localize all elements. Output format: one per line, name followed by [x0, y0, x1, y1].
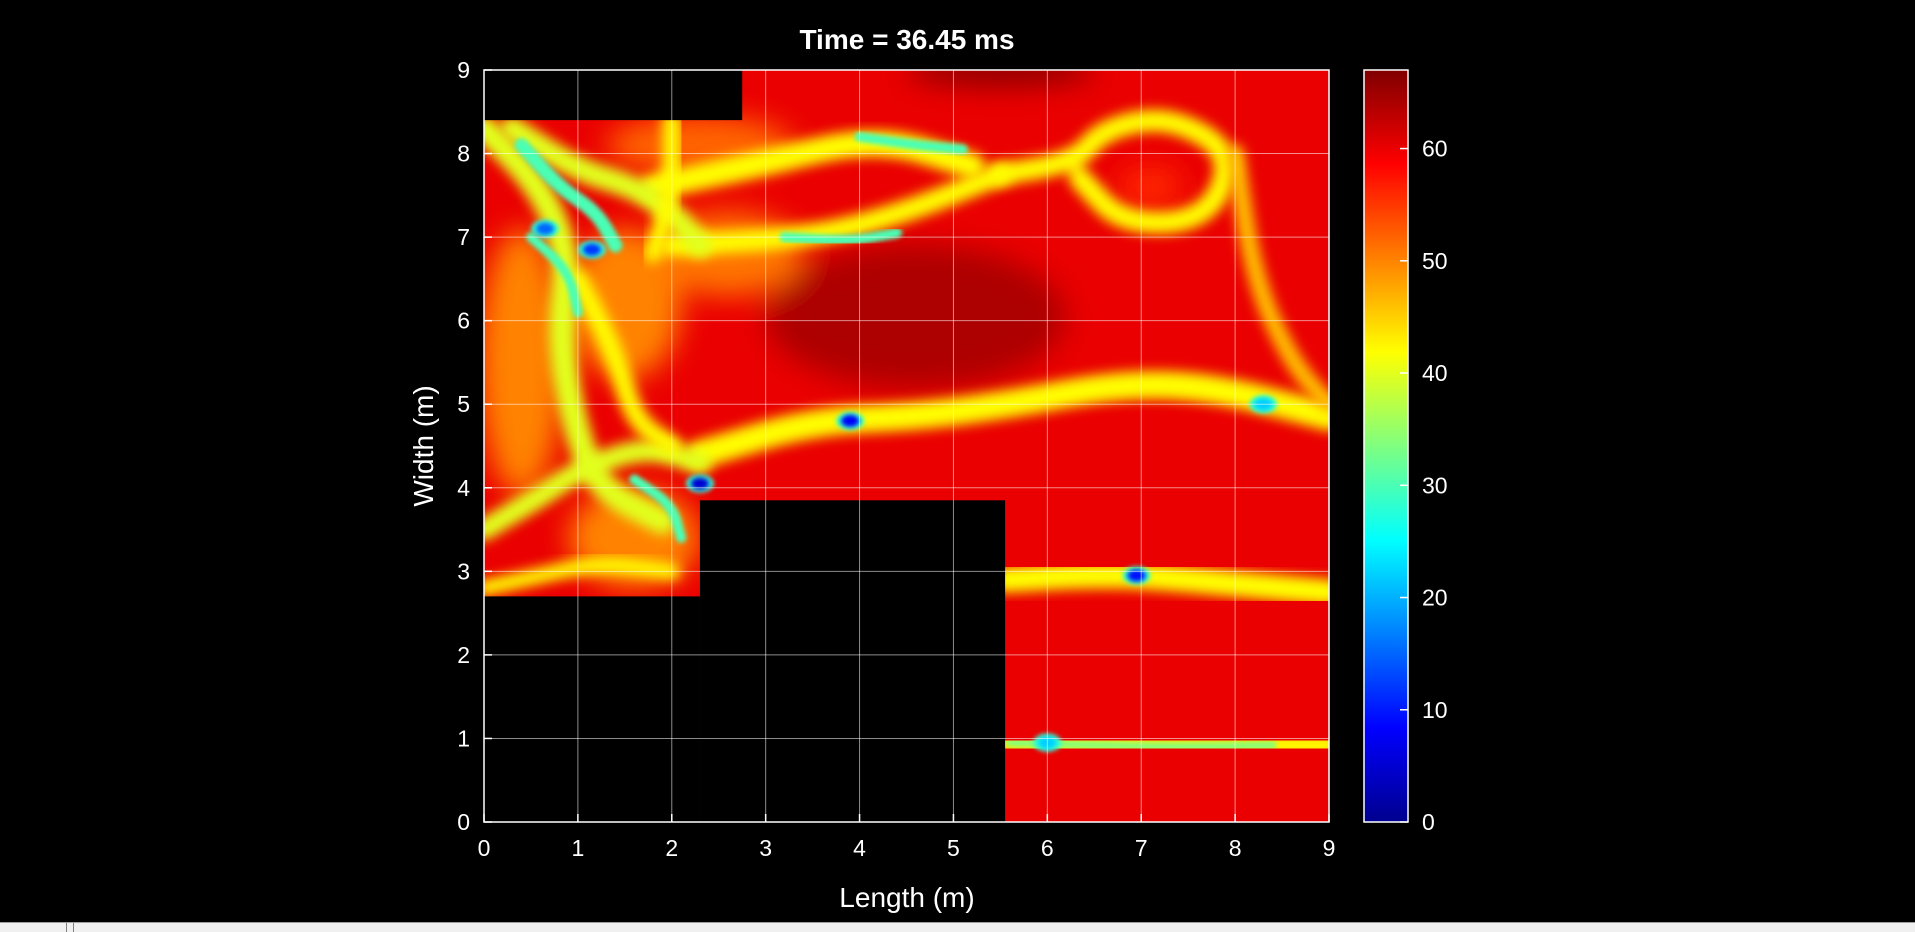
colorbar-tick-label-3: 30 [1422, 472, 1448, 498]
x-axis-label: Length (m) [839, 882, 974, 913]
band-lower-right [992, 562, 1329, 606]
heatmap-region-high-0 [765, 245, 1067, 388]
heatmap-region-high-1 [1117, 166, 1184, 208]
x-tick-label-2: 2 [665, 835, 678, 861]
band-cyan-top-2 [854, 131, 968, 155]
masked-region-0 [484, 70, 743, 121]
y-axis-ticks: 0 1 2 3 4 5 6 7 8 9 [457, 57, 492, 835]
band-ring [989, 109, 1237, 234]
y-tick-label-0: 0 [457, 809, 470, 835]
band-right-edge [1226, 144, 1329, 414]
status-strip [0, 922, 1915, 932]
heatmap-low-spot-3 [690, 477, 709, 490]
x-tick-label-7: 7 [1135, 835, 1148, 861]
chart-title: Time = 36.45 ms [799, 24, 1014, 55]
strip-handle [66, 923, 74, 932]
colorbar-tick-label-5: 50 [1422, 248, 1448, 274]
y-tick-label-1: 1 [457, 725, 470, 751]
masked-region-2 [699, 500, 1006, 822]
colorbar-tick-label-6: 60 [1422, 136, 1448, 162]
y-tick-label-3: 3 [457, 558, 470, 584]
x-tick-label-0: 0 [478, 835, 491, 861]
grid-lines [483, 69, 1330, 823]
band-left-lower [484, 440, 711, 541]
y-tick-label-6: 6 [457, 308, 470, 334]
band-middle [685, 371, 1329, 469]
x-tick-label-1: 1 [571, 835, 584, 861]
band-cyan-bottom [1005, 738, 1277, 751]
x-tick-label-6: 6 [1041, 835, 1054, 861]
masked-region-1 [484, 596, 700, 822]
band-left-inner [567, 268, 682, 456]
x-tick-label-8: 8 [1229, 835, 1242, 861]
colorbar [1363, 69, 1409, 823]
y-tick-label-7: 7 [457, 224, 470, 250]
heatmap-region-mid-3 [484, 228, 564, 497]
colorbar-ticks: 0 10 20 30 40 50 60 [1400, 136, 1448, 835]
colorbar-tick-label-4: 40 [1422, 360, 1448, 386]
y-tick-label-9: 9 [457, 57, 470, 83]
y-tick-label-8: 8 [457, 141, 470, 167]
band-cyan-left-2 [525, 232, 583, 318]
plot-frame [483, 69, 1330, 823]
heatmap-low-spot-4 [841, 414, 860, 427]
y-axis-label: Width (m) [408, 385, 439, 506]
band-cyan-left-1 [514, 138, 623, 253]
heatmap-low-spot-0 [536, 222, 555, 235]
band-left-vertical [484, 115, 676, 535]
y-tick-label-2: 2 [457, 642, 470, 668]
x-tick-label-4: 4 [853, 835, 866, 861]
y-tick-label-5: 5 [457, 391, 470, 417]
colorbar-tick-label-2: 20 [1422, 585, 1448, 611]
heatmap-low-spot-2 [582, 243, 601, 256]
band-cyan-lower-left [629, 474, 687, 543]
y-tick-label-4: 4 [457, 475, 470, 501]
heatmap-masked-regions [484, 70, 1006, 822]
x-tick-label-3: 3 [759, 835, 772, 861]
heatmap-region-mid-5 [568, 228, 682, 380]
x-tick-label-9: 9 [1323, 835, 1336, 861]
x-tick-label-5: 5 [947, 835, 960, 861]
colorbar-tick-label-1: 10 [1422, 697, 1448, 723]
x-axis-ticks: 0 1 2 3 4 5 6 7 8 9 [478, 814, 1336, 861]
colorbar-tick-label-0: 0 [1422, 809, 1435, 835]
band-left-bottom [484, 557, 680, 597]
